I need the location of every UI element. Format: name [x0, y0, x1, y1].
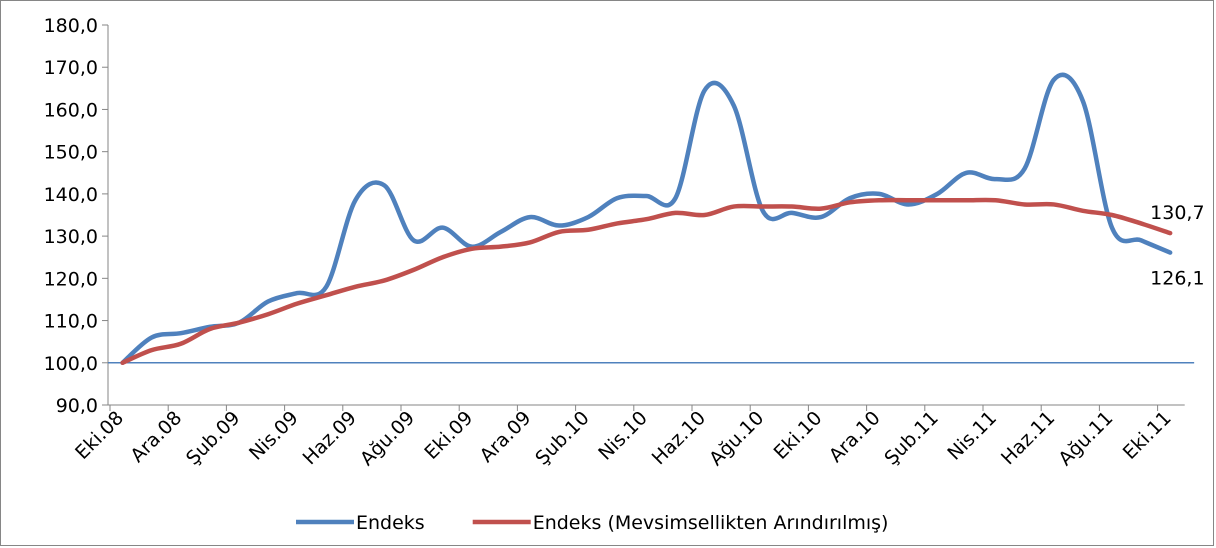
- y-tick-label: 180,0: [44, 15, 98, 37]
- y-tick-label: 130,0: [44, 226, 98, 248]
- series-line: [120, 72, 1173, 366]
- legend-label: Endeks: [356, 512, 425, 534]
- series-line: [120, 197, 1173, 366]
- data-label: 130,7: [1150, 202, 1204, 224]
- y-tick-label: 170,0: [44, 57, 98, 79]
- y-tick-label: 150,0: [44, 142, 98, 164]
- y-tick-label: 90,0: [56, 395, 98, 417]
- y-tick-label: 110,0: [44, 311, 98, 333]
- y-tick-label: 100,0: [44, 353, 98, 375]
- legend-label: Endeks (Mevsimsellikten Arındırılmış): [533, 512, 889, 534]
- data-label: 126,1: [1150, 268, 1204, 290]
- y-tick-label: 160,0: [44, 99, 98, 121]
- y-tick-label: 120,0: [44, 268, 98, 290]
- y-tick-label: 140,0: [44, 184, 98, 206]
